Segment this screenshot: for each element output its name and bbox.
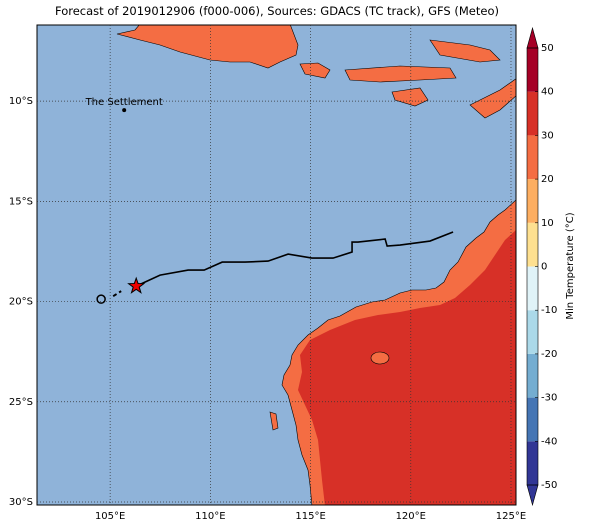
current-position [127,276,146,294]
colorbar-segment [527,135,538,180]
colorbar-segment [527,48,538,92]
forecast-track [112,290,122,298]
colorbar-tick-label: -30 [541,393,557,404]
colorbar-tick-label: 30 [541,130,554,141]
x-tick-label: 120°E [396,511,426,522]
x-tick-label: 125°E [496,511,526,522]
plot-frame [36,24,517,506]
place-marker [122,108,127,113]
colorbar-segment [527,310,538,354]
colorbar-segment [527,397,538,442]
colorbar-tick-label: 50 [541,43,554,54]
colorbar-tick-label: -10 [541,305,557,316]
storm-track [135,231,454,287]
y-tick-label: 10°S [9,96,33,107]
colorbar-tick-label: 20 [541,174,554,185]
colorbar-tick-label: -20 [541,349,557,360]
colorbar-segment [527,91,538,136]
colorbar-extend-top [526,26,539,49]
y-tick-label: 15°S [9,196,33,207]
colorbar-segment [527,441,538,485]
colorbar-extend-bottom [526,484,539,507]
x-tick-label: 115°E [295,511,325,522]
colorbar-segment [527,353,538,398]
land [116,25,516,505]
colorbar-tick-label: -50 [541,480,557,491]
x-tick-label: 105°E [95,511,125,522]
y-tick-label: 20°S [9,297,33,308]
colorbar-tick-label: 0 [541,262,547,273]
place-label: The Settlement [85,97,163,108]
forecast-end [96,294,106,304]
map-title: Forecast of 2019012906 (f000-006), Sourc… [55,4,499,18]
colorbar-tick-label: 40 [541,87,554,98]
colorbar-tick-label: 10 [541,218,554,229]
colorbar-label: Min Temperature (°C) [565,212,576,319]
colorbar-segment [527,266,538,311]
x-tick-label: 110°E [195,511,225,522]
y-tick-label: 30°S [9,497,33,508]
colorbar-segment [527,179,538,223]
colorbar-segment [527,222,538,267]
colorbar-tick-label: -40 [541,436,557,447]
y-tick-label: 25°S [9,397,33,408]
